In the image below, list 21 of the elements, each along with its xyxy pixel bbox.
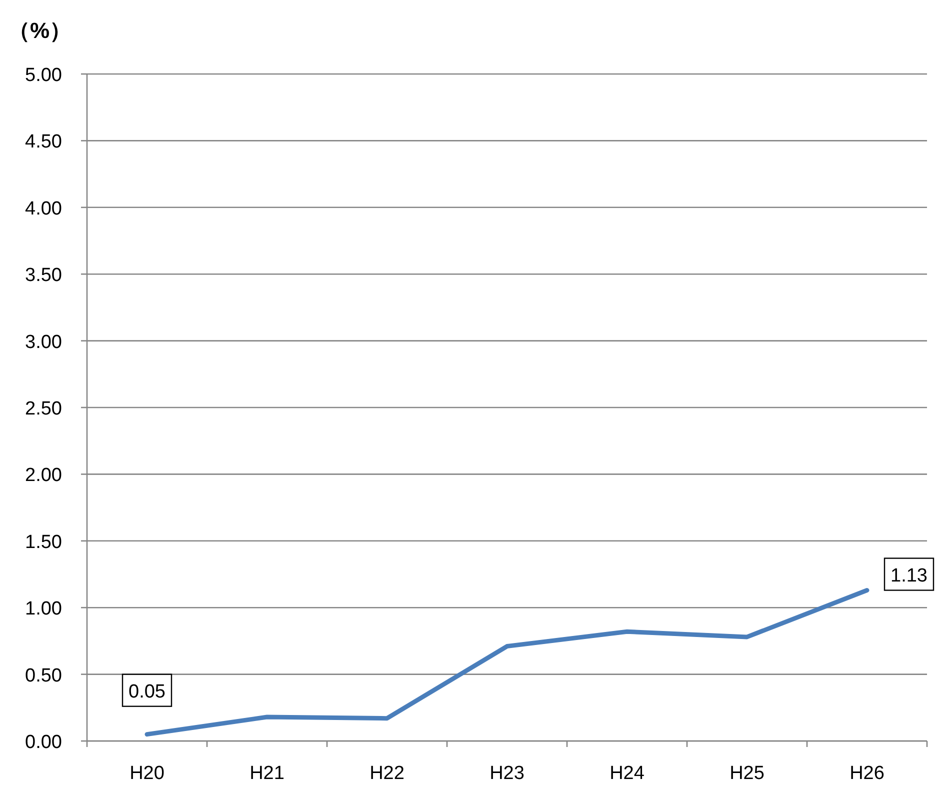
x-tick-label: H21 (250, 763, 284, 784)
y-tick-label: 3.00 (25, 332, 62, 353)
y-tick-label: 4.00 (25, 198, 62, 220)
data-label: 1.13 (890, 565, 928, 586)
x-tick-label: H20 (130, 763, 164, 784)
y-tick-label: 5.00 (25, 65, 62, 86)
y-tick-label: 4.50 (25, 132, 62, 153)
y-tick-label: 3.50 (25, 265, 62, 286)
x-tick-label: H24 (610, 763, 645, 784)
y-axis-title: （%） (8, 18, 72, 43)
y-tick-label: 2.50 (25, 398, 62, 420)
data-label: 0.05 (128, 681, 166, 702)
x-tick-label: H22 (370, 763, 404, 784)
y-tick-label: 0.50 (25, 665, 62, 686)
y-tick-label: 1.00 (25, 598, 62, 620)
x-tick-label: H26 (850, 763, 884, 784)
y-tick-label: 0.00 (25, 732, 62, 753)
x-tick-label: H25 (730, 763, 764, 784)
y-tick-label: 2.00 (25, 465, 62, 486)
y-tick-label: 1.50 (25, 532, 62, 553)
x-tick-label: H23 (490, 763, 524, 784)
